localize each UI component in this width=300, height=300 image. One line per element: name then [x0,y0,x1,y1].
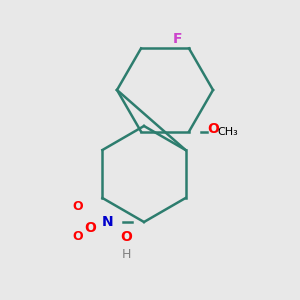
Text: H: H [122,248,131,262]
Text: O: O [85,221,96,235]
Text: O: O [121,230,132,244]
Text: O: O [207,122,219,136]
Text: O: O [73,230,83,244]
Text: O: O [73,200,83,214]
Text: CH₃: CH₃ [218,127,239,136]
Text: F: F [172,32,182,46]
Text: N: N [102,215,114,229]
